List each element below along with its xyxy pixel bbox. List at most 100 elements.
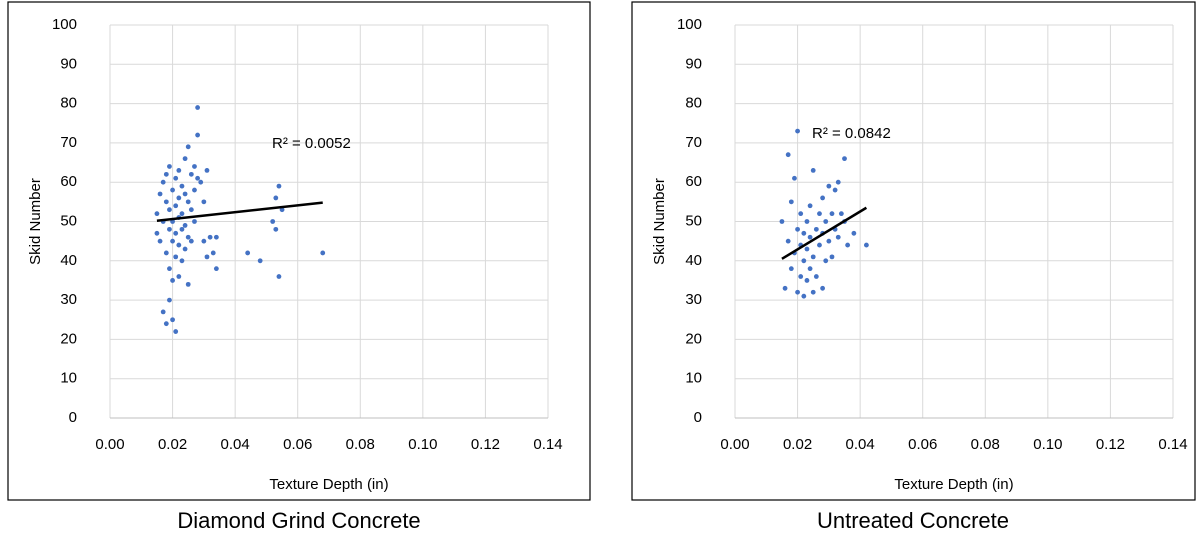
- x-tick-label: 0.06: [908, 436, 937, 453]
- point: [807, 203, 813, 209]
- point: [173, 254, 179, 260]
- y-tick-label: 40: [685, 252, 702, 269]
- point: [807, 234, 813, 240]
- point: [245, 250, 251, 256]
- point: [167, 164, 172, 169]
- point: [320, 250, 326, 256]
- point: [820, 285, 825, 291]
- point: [801, 258, 807, 264]
- x-tick-label: 0.02: [158, 436, 187, 453]
- point: [170, 278, 175, 283]
- y-tick-label: 20: [60, 330, 77, 347]
- point: [864, 242, 869, 248]
- point: [167, 266, 172, 272]
- y-axis-label: Skid Number: [27, 178, 44, 265]
- point: [163, 321, 169, 327]
- point: [170, 187, 175, 193]
- point: [201, 238, 207, 244]
- point: [801, 230, 807, 236]
- point: [829, 254, 835, 260]
- point: [204, 168, 210, 173]
- y-tick-label: 100: [677, 16, 702, 33]
- point: [210, 250, 216, 256]
- point: [182, 223, 188, 228]
- point: [195, 105, 201, 110]
- point: [823, 219, 829, 224]
- point: [157, 191, 163, 197]
- caption: Untreated Concrete: [817, 508, 1009, 533]
- x-tick-label: 0.02: [783, 436, 812, 453]
- point: [179, 258, 185, 264]
- x-tick-label: 0.08: [971, 436, 1000, 453]
- point: [182, 191, 188, 197]
- point: [182, 156, 188, 162]
- y-tick-label: 10: [685, 370, 702, 387]
- point: [795, 128, 800, 134]
- point: [270, 219, 276, 224]
- point: [188, 238, 194, 244]
- point: [785, 152, 791, 158]
- point: [185, 144, 191, 150]
- x-axis-label: Texture Depth (in): [894, 476, 1013, 493]
- x-axis-label: Texture Depth (in): [269, 476, 388, 493]
- point: [154, 230, 160, 236]
- point: [823, 258, 829, 264]
- point: [204, 254, 210, 260]
- point: [279, 207, 285, 213]
- point: [213, 234, 219, 240]
- annotation: R² = 0.0842: [812, 125, 891, 142]
- point: [835, 179, 841, 185]
- point: [782, 285, 788, 291]
- point: [163, 171, 169, 177]
- point: [273, 226, 279, 232]
- chart-frame: [7, 1, 591, 501]
- chart-frame: [631, 1, 1196, 501]
- point: [788, 266, 794, 272]
- point: [810, 254, 816, 260]
- point: [182, 246, 188, 252]
- point: [826, 238, 832, 244]
- point: [795, 289, 800, 295]
- point: [798, 274, 804, 279]
- point: [795, 226, 800, 232]
- y-tick-label: 80: [60, 95, 77, 112]
- point: [195, 175, 201, 181]
- point: [160, 309, 166, 315]
- y-tick-label: 90: [60, 55, 77, 72]
- y-tick-label: 0: [694, 409, 702, 426]
- point: [804, 246, 810, 252]
- point: [167, 226, 172, 232]
- point: [804, 219, 810, 224]
- x-tick-label: 0.04: [846, 436, 875, 453]
- point: [179, 183, 185, 189]
- point: [188, 171, 194, 177]
- y-tick-label: 70: [685, 134, 702, 151]
- point: [160, 179, 166, 185]
- point: [173, 329, 179, 334]
- point: [185, 234, 191, 240]
- point: [845, 242, 851, 248]
- point: [163, 199, 169, 205]
- point: [817, 211, 822, 217]
- point: [792, 175, 797, 181]
- point: [176, 168, 182, 173]
- point: [192, 219, 197, 224]
- point: [170, 238, 175, 244]
- y-tick-label: 80: [685, 95, 702, 112]
- point: [163, 250, 169, 256]
- point: [176, 274, 182, 279]
- point: [192, 187, 197, 193]
- trendline: [781, 206, 868, 260]
- point: [810, 168, 816, 173]
- x-tick-label: 0.06: [283, 436, 312, 453]
- y-tick-label: 10: [60, 370, 77, 387]
- point: [185, 281, 191, 287]
- point: [192, 164, 197, 169]
- point: [257, 258, 263, 264]
- point: [173, 203, 179, 209]
- x-tick-label: 0.08: [346, 436, 375, 453]
- point: [832, 187, 838, 193]
- point: [835, 234, 841, 240]
- point: [273, 195, 279, 201]
- x-tick-label: 0.12: [1096, 436, 1125, 453]
